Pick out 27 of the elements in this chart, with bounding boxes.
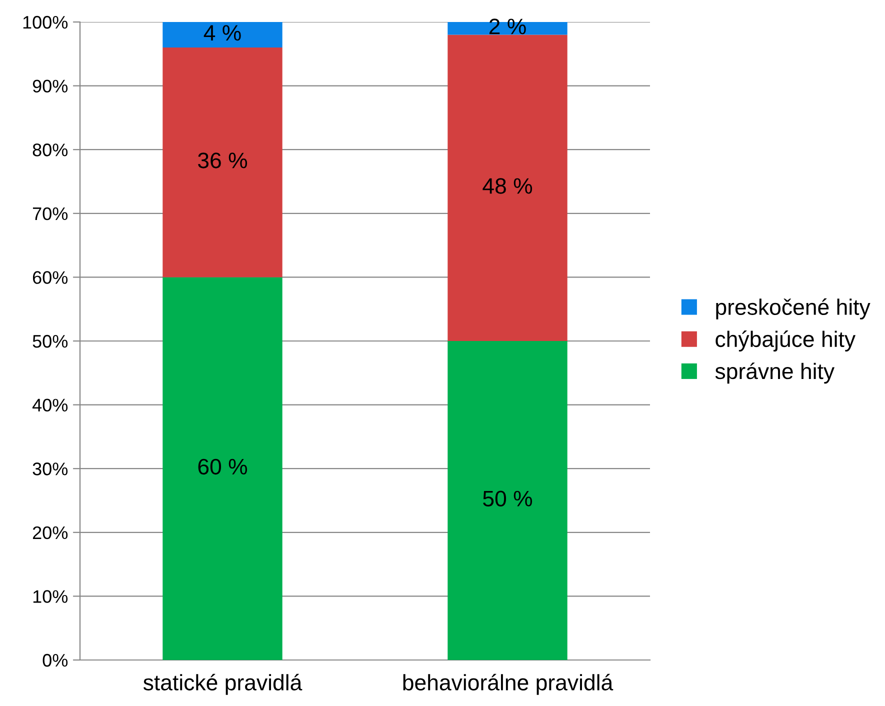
- bar: [162, 277, 282, 660]
- data-label: 48 %: [482, 178, 532, 194]
- bar: [162, 22, 282, 48]
- legend-label: správne hity: [715, 362, 835, 384]
- y-tick-label: 0%: [42, 654, 68, 667]
- y-tick-label: 20%: [32, 526, 68, 540]
- y-tick-label: 100%: [23, 16, 68, 29]
- x-tick-label: statické pravidlá: [143, 674, 302, 695]
- y-tick-label: 90%: [32, 80, 68, 93]
- bar: [448, 341, 568, 660]
- legend-label: preskočené hity: [716, 298, 870, 320]
- y-tick-label: 40%: [32, 398, 68, 412]
- data-label: 2 %: [489, 18, 526, 34]
- bar: [448, 34, 568, 341]
- x-tick-label: behaviorálne pravidlá: [403, 674, 614, 695]
- data-label: 36 %: [198, 152, 248, 168]
- data-label: 4 %: [204, 25, 241, 41]
- data-label: 50 %: [483, 490, 532, 506]
- y-tick-label: 60%: [32, 271, 68, 284]
- bar: [162, 48, 282, 278]
- data-label: 60 %: [198, 458, 248, 475]
- y-tick-label: 10%: [33, 590, 68, 603]
- y-tick-label: 50%: [32, 334, 68, 348]
- legend-label: chýbajúce hity: [716, 330, 856, 352]
- y-tick-label: 70%: [32, 207, 68, 220]
- y-tick-label: 80%: [32, 144, 68, 156]
- y-tick-label: 30%: [32, 462, 68, 476]
